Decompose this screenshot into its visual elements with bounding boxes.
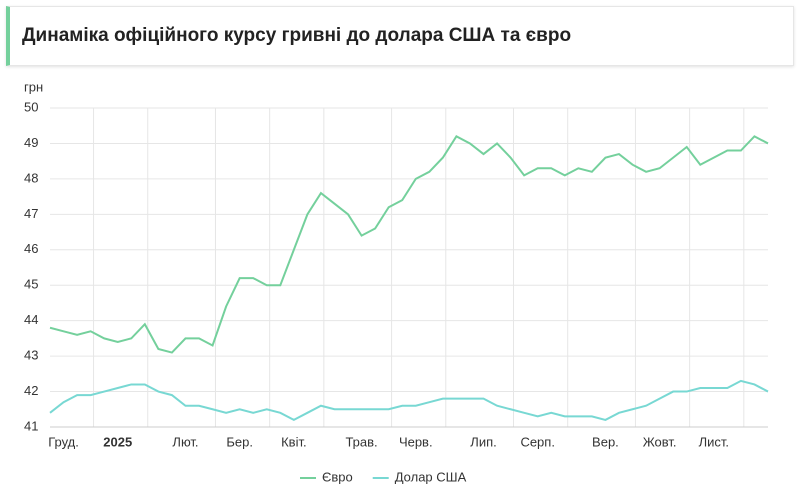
x-tick-label: Трав. <box>345 434 377 449</box>
x-tick-label: Лист. <box>699 434 729 449</box>
x-tick-label: 2025 <box>103 434 132 449</box>
legend-item[interactable]: Євро <box>300 469 353 484</box>
y-tick-label: 43 <box>24 348 38 363</box>
y-tick-label: 44 <box>24 312 38 327</box>
x-tick-label: Черв. <box>399 434 433 449</box>
y-tick-label: 48 <box>24 170 38 185</box>
legend-label: Долар США <box>395 469 467 484</box>
legend-item[interactable]: Долар США <box>372 469 467 484</box>
x-tick-label: Груд. <box>48 434 79 449</box>
title: Динаміка офіційного курсу гривні до дола… <box>22 25 572 46</box>
x-tick-label: Лют. <box>172 434 198 449</box>
y-tick-label: 42 <box>24 383 38 398</box>
y-tick-label: 46 <box>24 241 38 256</box>
legend-label: Євро <box>322 469 353 484</box>
y-tick-label: 49 <box>24 135 38 150</box>
y-tick-label: 45 <box>24 277 38 292</box>
x-tick-label: Квіт. <box>281 434 307 449</box>
x-tick-label: Вер. <box>592 434 619 449</box>
x-tick-label: Бер. <box>226 434 253 449</box>
y-axis-label: грн <box>24 79 43 94</box>
y-tick-label: 50 <box>24 99 38 114</box>
x-tick-label: Лип. <box>470 434 496 449</box>
x-tick-label: Серп. <box>520 434 555 449</box>
y-tick-label: 41 <box>24 418 38 433</box>
x-tick-label: Жовт. <box>643 434 677 449</box>
y-tick-label: 47 <box>24 206 38 221</box>
series-line <box>49 135 769 354</box>
chart: грн 41 42 43 44 45 46 47 48 49 50 Груд. 2025 Лют. Бер… <box>24 79 769 484</box>
header: Динаміка офіційного курсу гривні до дола… <box>6 6 794 66</box>
series-line <box>49 379 769 422</box>
